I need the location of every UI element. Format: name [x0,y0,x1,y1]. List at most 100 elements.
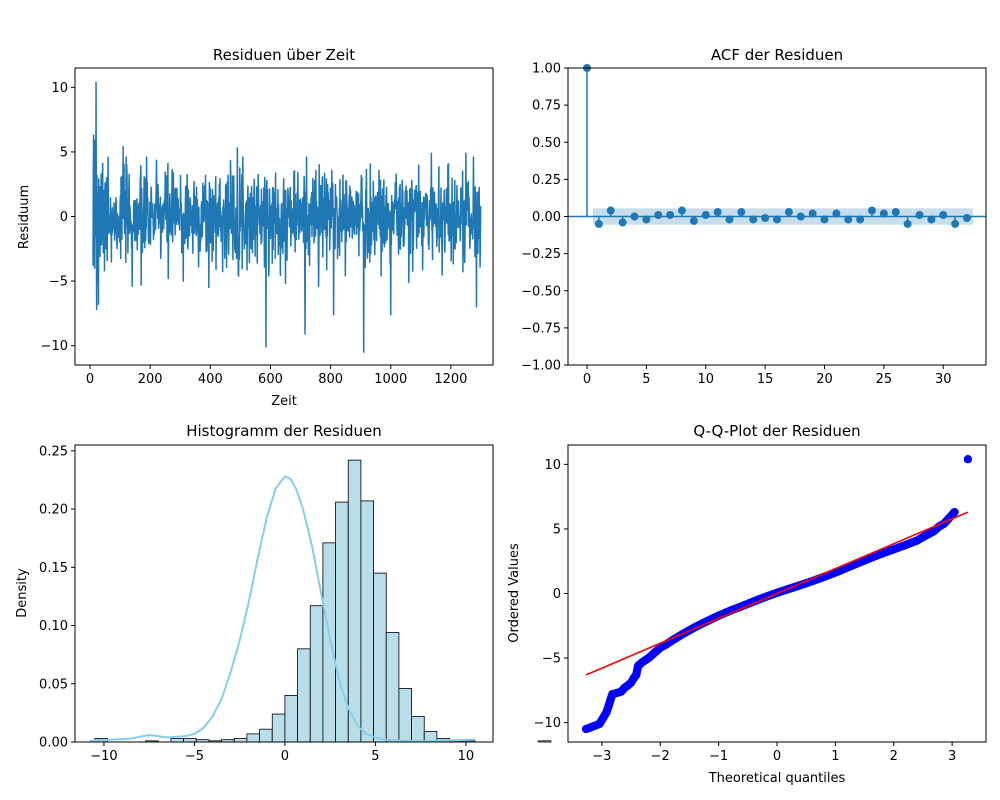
acf-point [856,215,865,224]
acf-point [820,215,829,224]
x-tick-label: −3 [592,749,611,764]
y-tick-label: −0.25 [521,247,561,262]
y-axis-label: Density [15,568,30,618]
histogram-bar [411,715,425,743]
histogram-bar [297,648,311,743]
histogram-bar [259,728,273,743]
y-tick-label: 5 [553,522,561,537]
acf-point [915,211,924,220]
x-tick-label: 2 [890,749,898,764]
histogram-bar [322,542,336,743]
acf-point [606,206,615,215]
acf-point [678,206,686,215]
y-tick-label: −10 [534,716,561,731]
y-axis-label: Ordered Values [507,543,522,643]
histogram-bar [183,738,197,743]
axes-frame [74,444,494,743]
histogram-bar [246,733,260,743]
acf-point [808,209,817,218]
x-tick-label: 10 [697,372,714,387]
chart-title: Q-Q-Plot der Residuen [693,422,860,440]
acf-point [844,215,853,224]
y-tick-label: 5 [60,145,68,160]
x-tick-label: −2 [651,749,670,764]
qq-point [963,455,973,464]
y-tick-label: 1.00 [532,62,561,77]
histogram-plot: −10 −5 0 5 10 0.00 0.05 0.10 0.15 0.20 0.25 Histog… [15,422,552,764]
residuals-line [92,81,482,353]
acf-point [879,209,888,218]
acf-point [654,211,663,220]
x-tick-label: 25 [876,372,893,387]
y-tick-label: 0.25 [39,444,68,459]
x-tick-label: 0 [86,372,94,387]
x-tick-label: 400 [198,372,223,387]
histogram-bars [89,459,552,743]
histogram-bar [170,738,184,743]
acf-stems [568,64,986,228]
y-tick-label: −5 [542,652,561,667]
y-tick-label: 0.05 [39,677,68,692]
kde-curve [89,475,475,742]
x-tick-label: −5 [185,749,204,764]
acf-point [630,212,639,221]
x-tick-label: 20 [816,372,833,387]
x-tick-label: −10 [90,749,117,764]
acf-point [594,219,603,228]
x-tick-label: 0 [583,372,591,387]
x-tick-label: 600 [258,372,283,387]
acf-point [749,215,758,224]
y-tick-label: −10 [41,339,68,354]
acf-point [784,208,793,217]
acf-point [796,212,805,221]
histogram-bar [271,713,286,743]
x-tick-label: 30 [935,372,952,387]
acf-point [713,208,722,217]
y-tick-label: 0.00 [532,210,561,225]
y-tick-label: −1.00 [521,359,561,374]
acf-point [832,209,841,218]
acf-point [891,208,900,217]
x-tick-label: 10 [458,749,475,764]
acf-point [951,219,960,228]
acf-point [868,206,876,215]
histogram-bar [385,632,400,743]
acf-point [761,213,770,222]
y-tick-label: 0 [60,210,68,225]
acf-point [737,208,746,217]
x-tick-label: 15 [757,372,774,387]
acf-point [689,216,698,225]
acf-point [701,211,710,220]
histogram-bar [347,459,362,743]
y-tick-label: 0.25 [532,173,561,188]
x-axis-label: Theoretical quantiles [708,771,846,786]
acf-point [725,215,734,224]
y-tick-label: 0.75 [532,99,561,114]
y-tick-label: 0.15 [39,561,68,576]
qq-point [950,507,959,517]
acf-point [963,213,971,222]
y-tick-label: −5 [49,275,68,290]
x-tick-label: 0 [281,749,289,764]
y-tick-label: 0.10 [39,619,68,634]
chart-title: Residuen über Zeit [213,46,355,64]
acf-point [773,215,781,224]
y-tick-label: −0.75 [521,321,561,336]
histogram-bar [335,501,349,743]
acf-point [903,219,912,228]
y-tick-label: 0.20 [39,503,68,518]
x-tick-label: 1000 [374,372,407,387]
acf-point [618,218,627,227]
histogram-bar [233,738,248,743]
residuals-line-series [92,81,482,353]
acf-point [642,215,651,224]
x-tick-label: 5 [642,372,650,387]
qq-points [581,455,973,734]
histogram-bar [360,500,374,743]
acf-point [939,211,948,220]
acf-point [666,211,675,220]
histogram-bar [398,688,412,743]
x-tick-label: −1 [709,749,728,764]
